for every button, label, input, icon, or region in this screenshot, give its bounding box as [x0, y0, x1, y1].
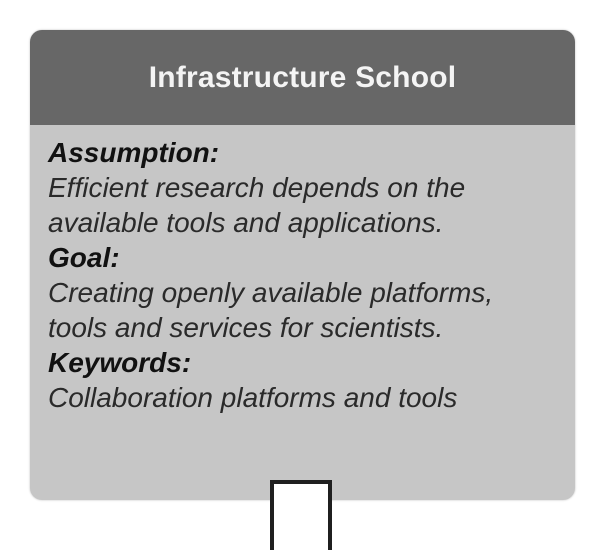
infrastructure-school-card: Infrastructure School Assumption: Effici… [30, 30, 575, 500]
goal-text: Creating openly available platforms, too… [48, 277, 494, 343]
assumption-heading: Assumption: [48, 137, 220, 168]
card-header: Infrastructure School [30, 30, 575, 125]
keywords-text: Collaboration platforms and tools [48, 382, 458, 413]
keywords-heading: Keywords: [48, 347, 192, 378]
card-title: Infrastructure School [148, 60, 457, 94]
assumption-text: Efficient research depends on the availa… [48, 172, 466, 238]
goal-heading: Goal: [48, 242, 120, 273]
card-body: Assumption: Efficient research depends o… [30, 125, 575, 415]
connector-box [270, 480, 332, 550]
